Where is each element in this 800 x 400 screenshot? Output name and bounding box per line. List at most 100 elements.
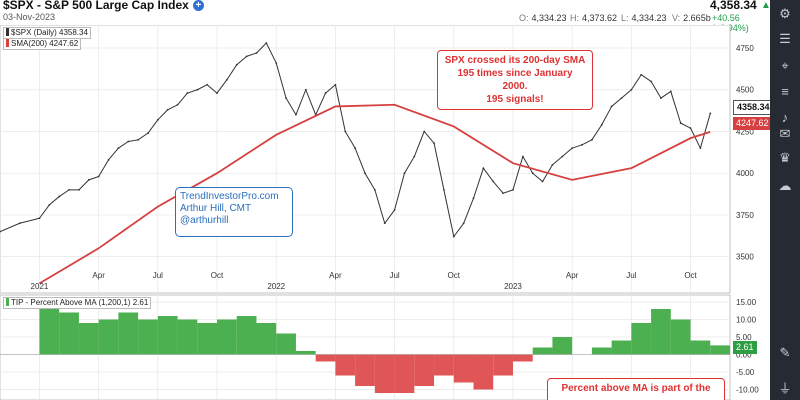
price-segment: [325, 84, 336, 94]
cloud-icon[interactable]: ☁: [778, 178, 792, 193]
price-point: [295, 113, 297, 116]
price-segment: [295, 89, 307, 115]
tip-bar: [670, 319, 691, 355]
price-segment: [463, 198, 474, 224]
bell-icon[interactable]: ♪: [781, 110, 789, 125]
price-segment: [532, 172, 543, 182]
y-tick-label: 3500: [736, 253, 754, 262]
x-tick-label: Oct: [448, 271, 461, 280]
price-segment: [699, 113, 711, 149]
price-segment: [601, 106, 613, 126]
price-segment: [265, 42, 277, 64]
x-tick-label: Jul: [626, 271, 636, 280]
settings-sliders-icon[interactable]: ⚙: [779, 6, 791, 21]
price-point: [531, 172, 534, 175]
author-credit-box: TrendInvestorPro.com Arthur Hill, CMT @a…: [175, 187, 293, 237]
price-segment: [680, 122, 691, 129]
price-point: [107, 158, 110, 161]
price-point: [245, 55, 248, 58]
x-tick-label: Jul: [389, 271, 399, 280]
price-segment: [413, 131, 425, 157]
price-segment: [118, 141, 129, 149]
price-segment: [660, 91, 672, 99]
tip-bar: [256, 323, 277, 355]
annotation-line-1: SPX crossed its 200-day SMA: [444, 55, 586, 66]
price-point: [640, 73, 643, 76]
price-point: [630, 88, 633, 91]
tip-bar: [177, 319, 198, 355]
chart-date: 03-Nov-2023: [3, 12, 56, 22]
tip-bar: [315, 354, 336, 362]
legend-main-swatch: [6, 28, 9, 36]
add-plus-icon[interactable]: +: [192, 0, 204, 11]
price-point: [443, 188, 445, 191]
color-palette-icon[interactable]: ✎: [779, 345, 791, 360]
price-segment: [157, 109, 169, 121]
price-segment: [0, 222, 20, 233]
price-segment: [98, 159, 109, 177]
price-point: [0, 230, 1, 233]
price-segment: [433, 143, 445, 190]
price-point: [255, 52, 258, 54]
tip-bar: [197, 323, 218, 355]
tip-bar: [651, 309, 671, 355]
price-segment: [473, 168, 484, 199]
price-change: +40.56 (+0.94%): [712, 13, 749, 33]
price-segment: [315, 92, 326, 115]
price-segment: [552, 156, 563, 166]
price-segment: [344, 131, 356, 149]
price-point: [324, 92, 327, 94]
annotation-line-3: 195 signals!: [486, 94, 544, 105]
price-segment: [137, 132, 149, 141]
price-point: [364, 172, 366, 175]
price-segment: [630, 74, 642, 91]
price-segment: [285, 97, 297, 116]
price-segment: [443, 189, 455, 237]
price-segment: [334, 84, 346, 132]
x-tick-label: Apr: [329, 271, 342, 280]
credit-handle: @arthurhill: [180, 215, 229, 226]
price-point: [502, 192, 505, 195]
x-tick-label: Apr: [566, 271, 579, 280]
tip-bar: [453, 354, 474, 383]
pin-icon[interactable]: ⌖: [781, 58, 789, 73]
price-point: [166, 108, 169, 111]
price-point: [186, 92, 189, 94]
tip-bar: [512, 354, 533, 362]
price-segment: [305, 89, 317, 115]
price-point: [669, 90, 672, 93]
price-point: [265, 42, 268, 44]
plug-icon[interactable]: ⏚: [778, 381, 792, 396]
sma-price-tag: 4247.62: [733, 117, 772, 130]
credit-author: Arthur Hill, CMT: [180, 203, 252, 214]
tip-bar: [335, 354, 356, 376]
price-point: [679, 122, 682, 125]
list-icon[interactable]: ≡: [781, 84, 789, 99]
tip-bar: [394, 354, 415, 393]
price-segment: [19, 217, 40, 224]
price-point: [521, 155, 524, 158]
tip-y-tick-label: 0.00: [736, 351, 752, 360]
price-segment: [670, 91, 682, 124]
price-point: [462, 222, 465, 225]
annotation-line-2: 195 times since January 2000.: [457, 68, 573, 92]
price-segment: [197, 84, 208, 91]
price-segment: [88, 176, 99, 181]
price-segment: [522, 156, 534, 174]
price-segment: [167, 104, 178, 111]
legend-tip: TIP - Percent Above MA (1,200,1) 2.61: [3, 297, 152, 309]
menu-icon[interactable]: ☰: [779, 31, 791, 46]
price-segment: [453, 222, 465, 237]
chat-icon[interactable]: ✉: [779, 126, 791, 141]
price-chart[interactable]: 2021 Apr Jul Oct 2022 Apr Jul Oct 2023 Apr Jul Oct 3…: [0, 25, 770, 400]
price-point: [452, 235, 455, 238]
price-point: [492, 180, 495, 183]
credit-website: TrendInvestorPro.com: [180, 191, 279, 202]
price-point: [373, 188, 376, 191]
tip-bar: [631, 323, 652, 355]
tip-bar: [59, 312, 79, 355]
price-segment: [246, 52, 257, 57]
trophy-icon[interactable]: ♛: [779, 150, 791, 165]
price-point: [58, 195, 61, 198]
